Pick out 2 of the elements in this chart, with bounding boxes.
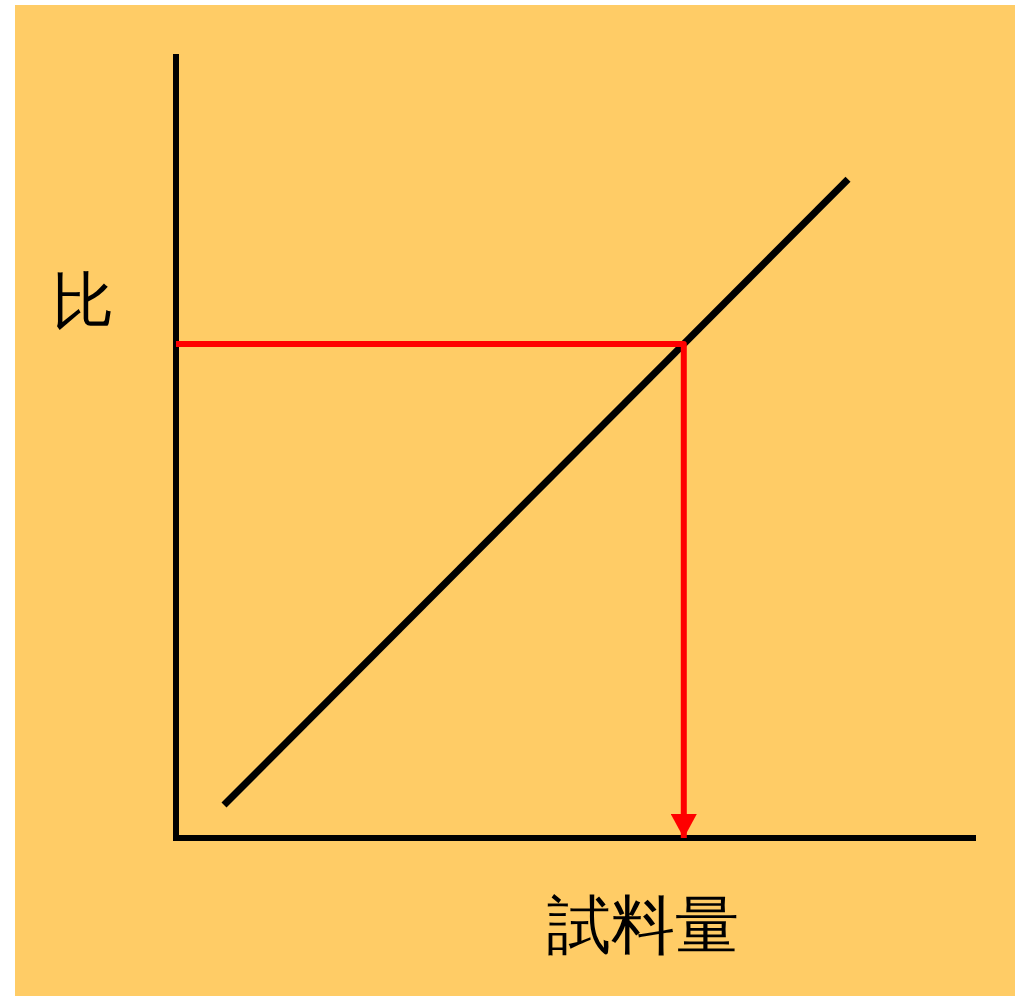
x-axis-title: 試料量 [547, 888, 739, 962]
y-axis-title: 比 [52, 263, 114, 337]
